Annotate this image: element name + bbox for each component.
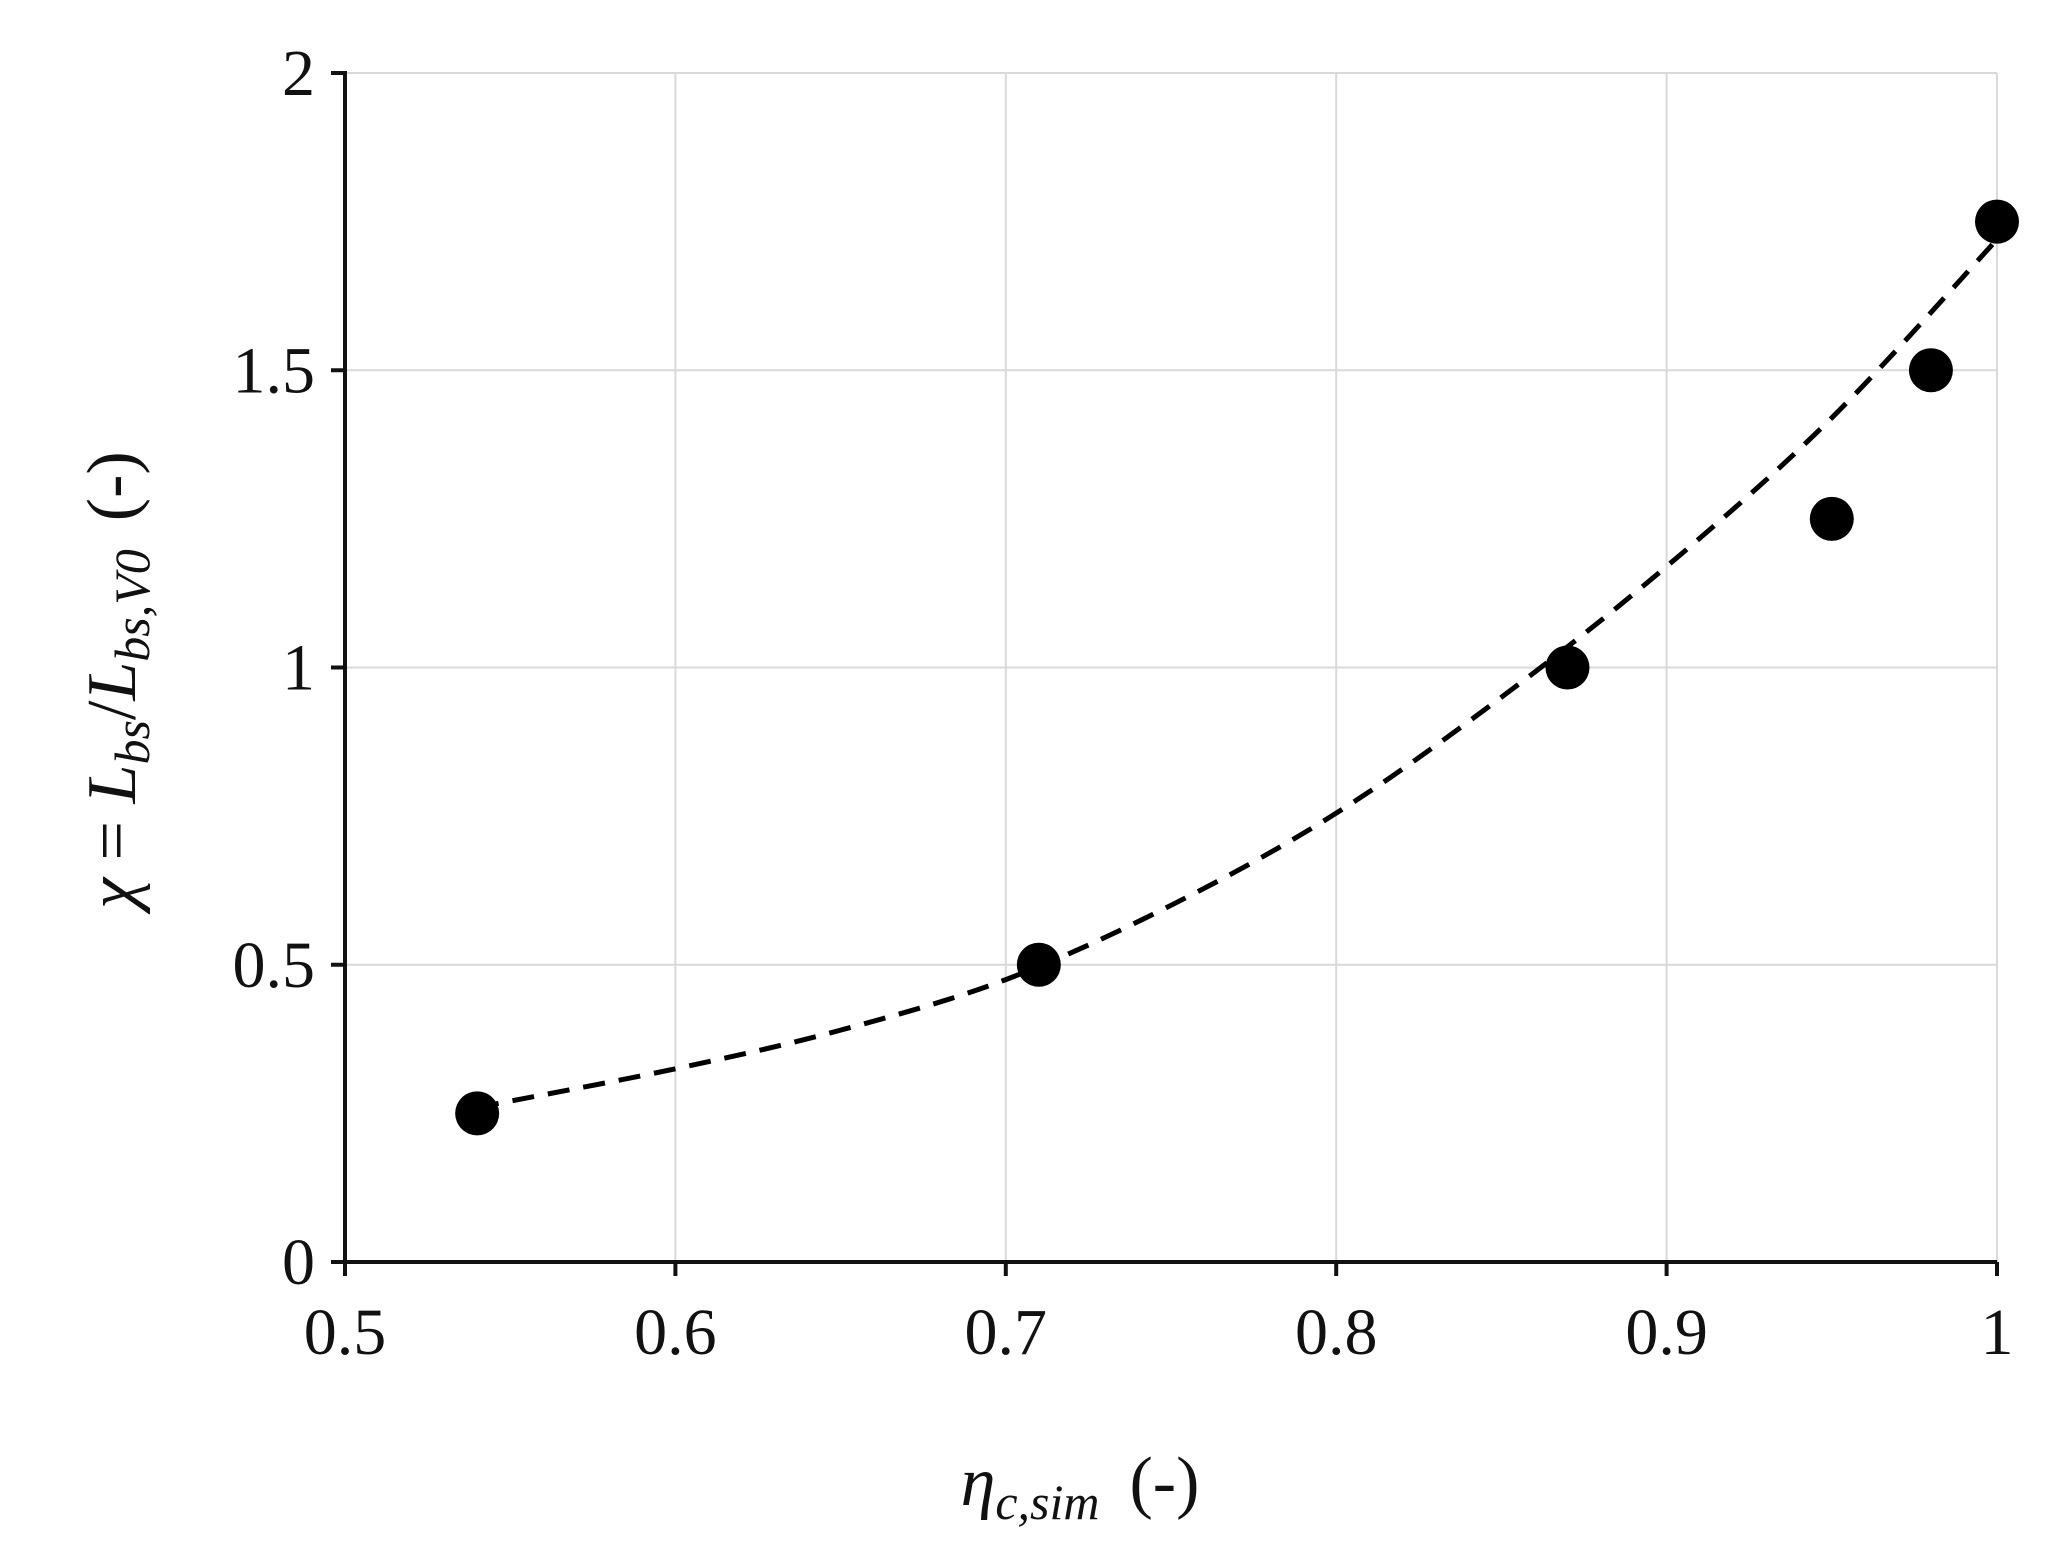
y-tick-label: 1.5 bbox=[233, 334, 316, 407]
y-axis-denominator: L bbox=[74, 662, 151, 702]
x-tick-label: 0.7 bbox=[965, 1296, 1048, 1369]
y-axis-denominator-subscript: bs,V0 bbox=[104, 549, 160, 662]
y-axis-equals: = bbox=[74, 803, 151, 877]
data-point bbox=[1809, 496, 1854, 541]
y-tick-label: 0 bbox=[282, 1226, 315, 1299]
x-tick-label: 0.9 bbox=[1625, 1296, 1708, 1369]
x-axis-title: ηc,sim (-) bbox=[961, 1444, 1200, 1530]
x-tick-label: 0.5 bbox=[304, 1296, 387, 1369]
y-axis-numerator: L bbox=[74, 765, 151, 805]
data-point bbox=[1908, 348, 1953, 393]
data-point bbox=[1975, 199, 2019, 244]
x-axis-subscript: c,sim bbox=[995, 1474, 1099, 1530]
data-point bbox=[455, 1091, 500, 1136]
y-axis-unit: (-) bbox=[74, 451, 151, 521]
data-point bbox=[1545, 645, 1590, 690]
x-axis-unit: (-) bbox=[1129, 1444, 1199, 1521]
y-axis-title: χ = Lbs/Lbs,V0(-) bbox=[74, 451, 160, 915]
trendline bbox=[476, 237, 1999, 1110]
y-tick-label: 1 bbox=[282, 632, 315, 705]
y-axis-slash: / bbox=[74, 700, 151, 720]
x-axis-symbol: η bbox=[961, 1444, 996, 1521]
data-points bbox=[455, 199, 2019, 1136]
x-axis-ticks: 0.5 0.6 0.7 0.8 0.9 1 bbox=[304, 1262, 2014, 1369]
data-point bbox=[1016, 942, 1061, 987]
x-tick-label: 1 bbox=[1981, 1296, 2014, 1369]
x-tick-label: 0.8 bbox=[1295, 1296, 1378, 1369]
y-tick-label: 0.5 bbox=[233, 929, 316, 1002]
grid-lines bbox=[345, 72, 1998, 1262]
x-tick-label: 0.6 bbox=[634, 1296, 717, 1369]
y-tick-label: 2 bbox=[282, 37, 315, 110]
y-axis-chi: χ bbox=[74, 876, 151, 915]
y-axis-numerator-subscript: bs bbox=[104, 720, 160, 764]
y-axis-ticks: 0 0.5 1 1.5 2 bbox=[233, 37, 345, 1299]
